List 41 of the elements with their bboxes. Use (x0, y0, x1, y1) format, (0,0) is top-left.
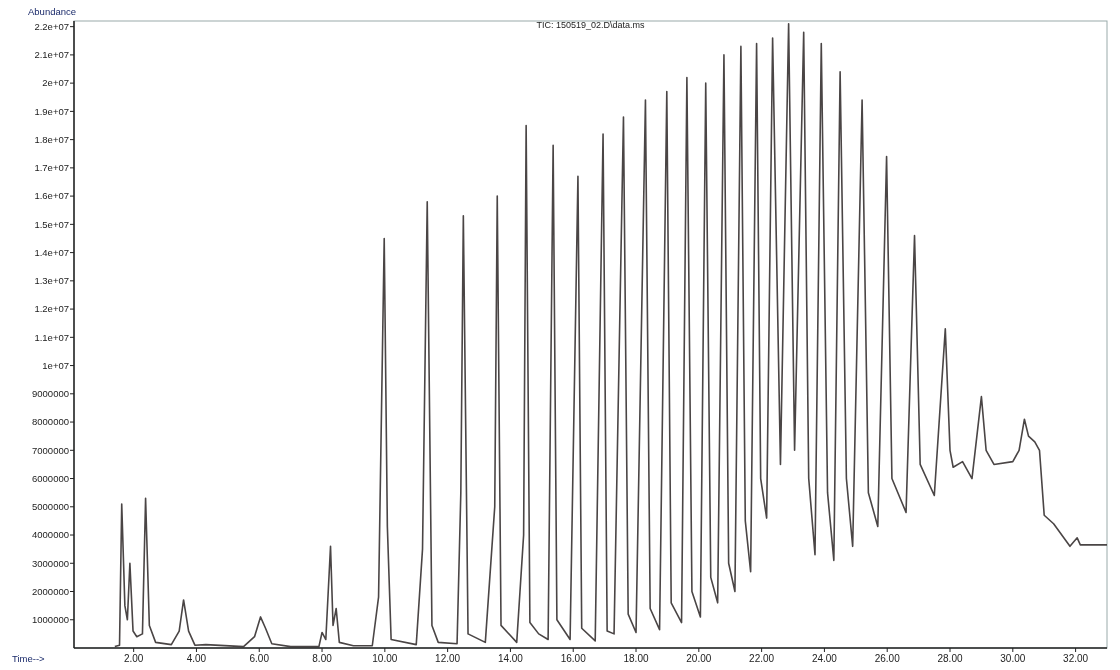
y-tick-label: 1.4e+07 (34, 246, 69, 258)
x-tick-label: 18.00 (623, 653, 649, 664)
y-tick-label: 7000000 (32, 444, 69, 456)
x-axis-title: Time--> (12, 653, 46, 664)
y-tick-label: 2000000 (32, 585, 69, 597)
x-tick-label: 8.00 (312, 653, 333, 664)
x-tick-label: 26.00 (874, 653, 901, 664)
x-tick-label: 6.00 (249, 653, 270, 664)
y-tick-label: 1.5e+07 (34, 218, 69, 230)
y-tick-label: 1.9e+07 (34, 105, 69, 117)
y-tick-label: 1.7e+07 (34, 162, 69, 174)
y-tick-label: 1.2e+07 (34, 303, 69, 315)
x-tick-label: 10.00 (372, 653, 398, 664)
x-tick-label: 28.00 (937, 653, 963, 664)
x-tick-label: 20.00 (686, 653, 712, 664)
x-tick-label: 2.00 (123, 653, 144, 664)
x-tick-label: 24.00 (811, 653, 838, 664)
x-tick-label: 30.00 (1000, 653, 1026, 664)
x-tick-label: 4.00 (186, 653, 207, 664)
y-axis-title: Abundance (28, 6, 77, 18)
x-tick-label: 22.00 (749, 653, 775, 664)
y-tick-label: 9000000 (32, 388, 69, 400)
y-tick-label: 1000000 (32, 614, 69, 626)
y-tick-label: 6000000 (32, 472, 69, 484)
x-tick-label: 32.00 (1063, 653, 1089, 664)
y-tick-label: 1.3e+07 (34, 275, 69, 287)
y-tick-label: 1.6e+07 (34, 190, 69, 202)
x-tick-label: 14.00 (497, 653, 524, 664)
y-tick-label: 3000000 (32, 557, 69, 569)
y-tick-label: 2.1e+07 (34, 49, 69, 61)
y-tick-label: 2.2e+07 (34, 20, 69, 32)
y-tick-label: 1e+07 (42, 359, 69, 371)
y-tick-label: 8000000 (32, 416, 69, 428)
y-tick-label: 1.1e+07 (34, 331, 69, 343)
y-tick-label: 2e+07 (42, 77, 69, 89)
chart-title: TIC: 150519_02.D\data.ms (536, 20, 646, 31)
y-tick-label: 5000000 (32, 501, 69, 513)
x-tick-label: 16.00 (560, 653, 587, 664)
y-tick-label: 1.8e+07 (34, 133, 69, 145)
x-tick-label: 12.00 (435, 653, 461, 664)
y-tick-label: 4000000 (32, 529, 69, 541)
